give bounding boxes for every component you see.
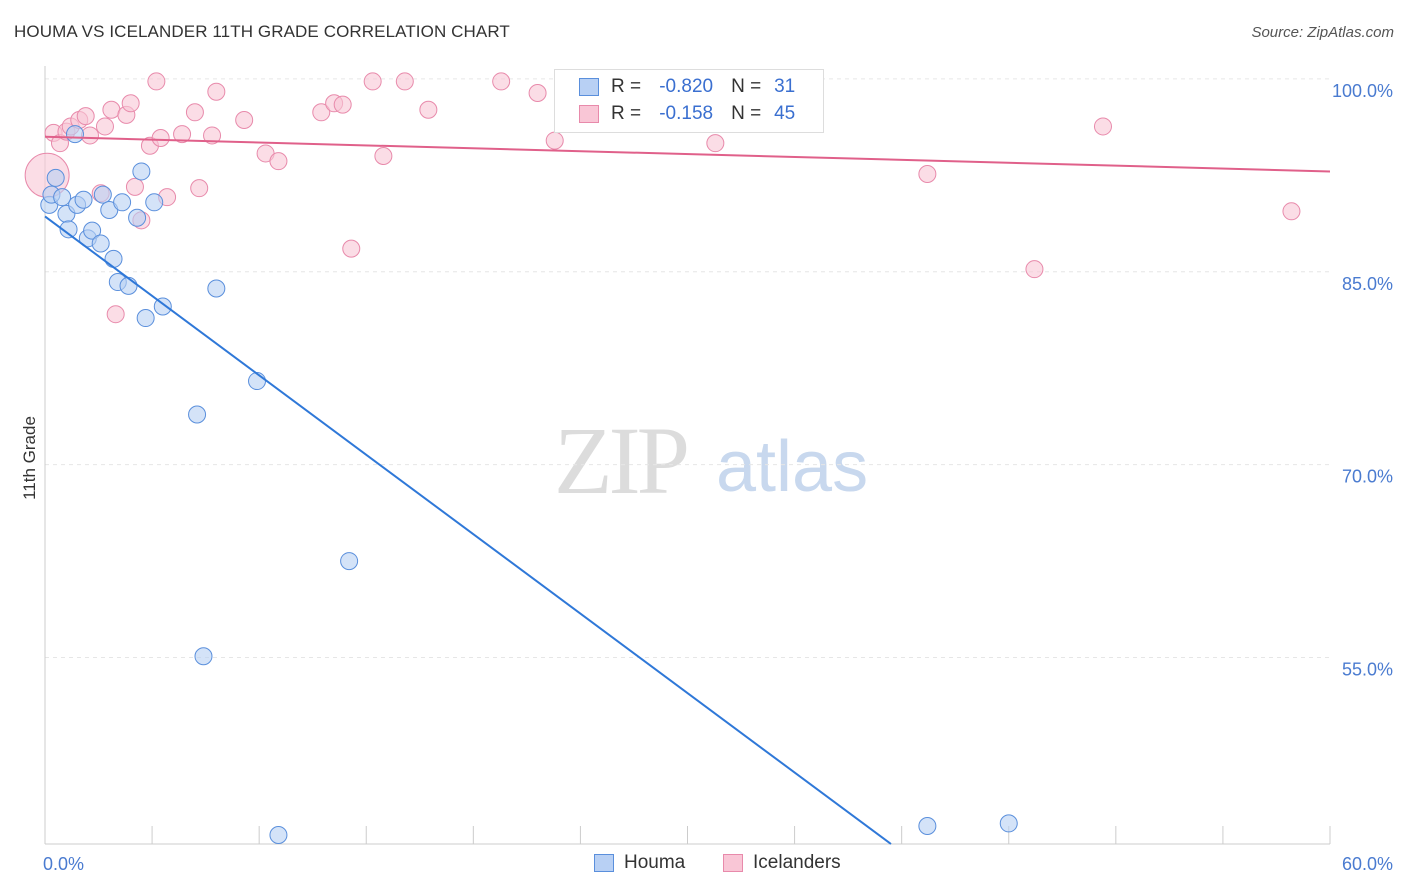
x-tick-label: 60.0% bbox=[1342, 854, 1393, 874]
houma-point bbox=[119, 276, 138, 295]
icelanders-point bbox=[121, 94, 140, 113]
icelanders-point bbox=[235, 111, 254, 130]
houma-point bbox=[269, 825, 288, 844]
icelanders-point bbox=[76, 107, 95, 126]
houma-point bbox=[113, 193, 132, 212]
n-label: N = bbox=[731, 76, 762, 97]
icelanders-point bbox=[80, 126, 99, 145]
houma-trend-line bbox=[44, 215, 892, 845]
icelanders-point bbox=[1093, 117, 1112, 136]
houma-point bbox=[74, 190, 93, 209]
houma-point bbox=[59, 220, 78, 239]
icelanders-point bbox=[395, 72, 414, 91]
icelanders-swatch bbox=[579, 105, 599, 123]
icelanders-point bbox=[173, 125, 192, 144]
icelanders-point bbox=[190, 179, 209, 198]
icelanders-point bbox=[918, 165, 937, 184]
watermark-atlas: atlas bbox=[716, 427, 869, 507]
icelanders-point bbox=[545, 131, 564, 150]
houma-point bbox=[918, 816, 937, 835]
houma-point bbox=[53, 188, 72, 207]
houma-point bbox=[188, 405, 207, 424]
houma-point bbox=[145, 193, 164, 212]
chart-title: HOUMA VS ICELANDER 11TH GRADE CORRELATIO… bbox=[14, 22, 510, 41]
y-tick-label: 55.0% bbox=[1342, 660, 1393, 680]
houma-point bbox=[999, 814, 1018, 833]
houma-point bbox=[207, 279, 226, 298]
houma-point bbox=[93, 185, 112, 204]
icelanders-trend-line bbox=[44, 135, 1331, 173]
icelanders-n-value: 45 bbox=[774, 103, 796, 124]
icelanders-point bbox=[492, 72, 511, 91]
icelanders-point bbox=[185, 103, 204, 122]
icelanders-point bbox=[363, 72, 382, 91]
source-credit: Source: ZipAtlas.com bbox=[1251, 24, 1394, 41]
icelanders-point bbox=[333, 95, 352, 114]
legend-row-icelanders: R = -0.158 N = 45 bbox=[579, 102, 795, 126]
icelanders-point bbox=[419, 100, 438, 119]
correlation-legend: R = -0.820 N = 31 R = -0.158 N = 45 bbox=[554, 69, 824, 133]
icelanders-point bbox=[312, 103, 331, 122]
houma-swatch bbox=[579, 78, 599, 96]
houma-point bbox=[136, 309, 155, 328]
r-label: R = bbox=[611, 76, 642, 97]
houma-point bbox=[65, 125, 84, 144]
houma-r-value: -0.820 bbox=[659, 76, 714, 97]
icelanders-point bbox=[102, 100, 121, 119]
icelanders-point bbox=[151, 129, 170, 148]
legend-row-houma: R = -0.820 N = 31 bbox=[579, 75, 795, 99]
icelanders-point bbox=[374, 147, 393, 166]
series-legend-icelanders[interactable]: Icelanders bbox=[723, 852, 841, 874]
icelanders-legend-label: Icelanders bbox=[753, 852, 841, 873]
icelanders-point bbox=[342, 239, 361, 258]
icelanders-point bbox=[528, 84, 547, 103]
watermark-zip: ZIP bbox=[554, 407, 690, 514]
houma-n-value: 31 bbox=[774, 76, 796, 97]
houma-point bbox=[340, 552, 359, 571]
houma-point bbox=[248, 372, 267, 391]
icelanders-point bbox=[95, 117, 114, 136]
series-legend-houma[interactable]: Houma bbox=[594, 852, 685, 874]
icelanders-point bbox=[207, 82, 226, 101]
houma-point bbox=[46, 168, 65, 187]
houma-point bbox=[132, 162, 151, 181]
houma-legend-swatch bbox=[594, 854, 614, 872]
icelanders-point bbox=[106, 305, 125, 324]
icelanders-point bbox=[125, 177, 144, 196]
houma-legend-label: Houma bbox=[624, 852, 686, 873]
y-tick-label: 100.0% bbox=[1332, 81, 1393, 101]
icelanders-point bbox=[706, 134, 725, 153]
y-tick-label: 85.0% bbox=[1342, 274, 1393, 294]
r-label: R = bbox=[611, 103, 642, 124]
n-label: N = bbox=[731, 103, 762, 124]
series-legend: Houma Icelanders bbox=[0, 852, 1406, 878]
houma-point bbox=[91, 234, 110, 253]
houma-point bbox=[83, 221, 102, 240]
icelanders-point bbox=[1025, 260, 1044, 279]
houma-point bbox=[153, 297, 172, 316]
houma-point bbox=[104, 249, 123, 268]
houma-point bbox=[128, 208, 147, 227]
houma-point bbox=[194, 647, 213, 666]
x-tick-label: 0.0% bbox=[43, 854, 84, 874]
y-tick-label: 70.0% bbox=[1342, 467, 1393, 487]
icelanders-point bbox=[1282, 202, 1301, 221]
icelanders-legend-swatch bbox=[723, 854, 743, 872]
icelanders-point bbox=[269, 152, 288, 171]
icelanders-point bbox=[147, 72, 166, 91]
icelanders-r-value: -0.158 bbox=[659, 103, 714, 124]
icelanders-point bbox=[203, 126, 222, 145]
